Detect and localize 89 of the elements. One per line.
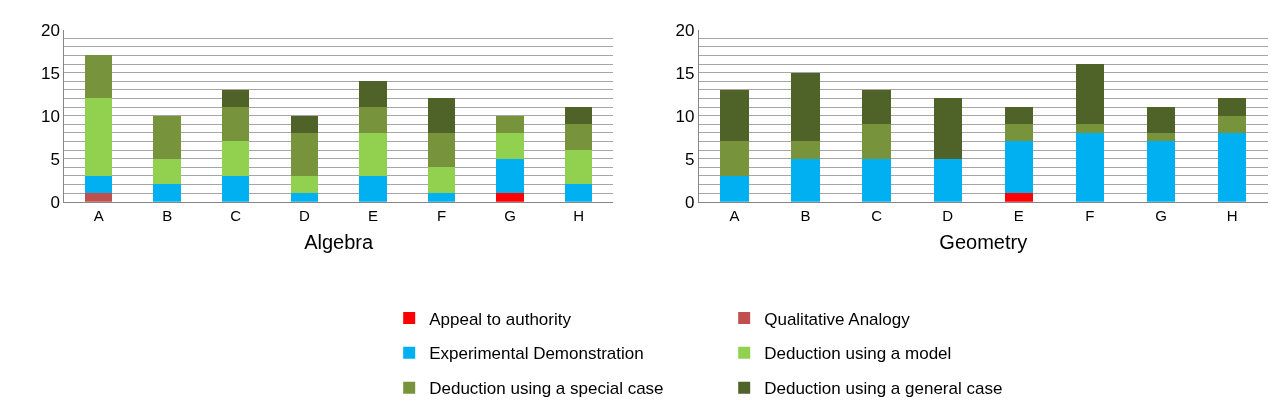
y-tick-label: 0 bbox=[50, 192, 60, 212]
x-tick-label: C bbox=[230, 206, 242, 224]
bar bbox=[84, 193, 113, 202]
y-tick-label: 10 bbox=[41, 106, 60, 126]
bar bbox=[359, 175, 387, 202]
legend-label: Deduction using a special case bbox=[429, 379, 664, 399]
x-axis-title: Geometry bbox=[939, 231, 1028, 254]
bar bbox=[496, 158, 524, 194]
bar bbox=[427, 98, 456, 133]
x-tick-label: F bbox=[436, 206, 447, 224]
bar bbox=[1146, 132, 1176, 142]
x-tick-label: F bbox=[1085, 206, 1095, 224]
legend-label: Deduction using a model bbox=[764, 344, 952, 364]
bar bbox=[791, 141, 820, 159]
bar bbox=[720, 141, 749, 176]
bar bbox=[791, 158, 820, 202]
x-tick-label: E bbox=[1013, 206, 1024, 224]
x-tick-label: G bbox=[504, 206, 516, 224]
bar bbox=[222, 175, 250, 202]
bar bbox=[1075, 64, 1105, 125]
bar bbox=[153, 158, 181, 185]
x-tick-label: D bbox=[942, 206, 954, 224]
bar bbox=[1217, 98, 1247, 116]
x-tick-label: A bbox=[729, 206, 740, 224]
y-tick-label: 15 bbox=[675, 63, 695, 83]
bar bbox=[720, 89, 749, 142]
x-tick-label: A bbox=[93, 206, 104, 224]
x-axis-title: Algebra bbox=[304, 231, 374, 254]
x-tick-label: H bbox=[573, 206, 585, 224]
y-tick-label: 15 bbox=[41, 63, 60, 83]
y-tick-label: 20 bbox=[41, 20, 60, 40]
x-tick-label: C bbox=[871, 206, 883, 224]
bar bbox=[862, 124, 891, 159]
bar bbox=[222, 107, 250, 142]
x-tick-label: B bbox=[800, 206, 811, 224]
bar bbox=[933, 98, 962, 159]
y-tick-label: 5 bbox=[50, 149, 60, 169]
bar bbox=[564, 184, 593, 202]
bar bbox=[564, 107, 593, 125]
bar bbox=[222, 89, 250, 108]
bar bbox=[496, 115, 524, 133]
x-tick-label: E bbox=[367, 206, 378, 224]
bar bbox=[359, 107, 387, 133]
bar bbox=[1217, 132, 1247, 202]
bar bbox=[427, 193, 456, 202]
bar bbox=[496, 132, 524, 159]
x-tick-label: B bbox=[162, 206, 173, 224]
y-tick-label: 5 bbox=[685, 149, 695, 169]
bar bbox=[1004, 107, 1034, 125]
bar bbox=[496, 193, 524, 202]
bar bbox=[359, 132, 387, 176]
bar bbox=[84, 98, 113, 176]
bar bbox=[427, 167, 456, 194]
legend-label: Appeal to authority bbox=[429, 309, 572, 329]
bar bbox=[359, 81, 387, 108]
legend-label: Qualitative Analogy bbox=[764, 309, 911, 329]
bar bbox=[862, 158, 891, 202]
bar bbox=[564, 124, 593, 151]
y-tick-label: 0 bbox=[685, 192, 695, 212]
bar bbox=[1075, 132, 1105, 202]
x-tick-label: H bbox=[1226, 206, 1238, 224]
bar bbox=[933, 158, 962, 202]
bar bbox=[1075, 124, 1105, 133]
bar bbox=[290, 175, 319, 194]
bar bbox=[564, 150, 593, 185]
bar bbox=[720, 175, 749, 202]
x-tick-label: G bbox=[1155, 206, 1167, 224]
bar bbox=[1217, 115, 1247, 133]
bar bbox=[84, 55, 113, 99]
bar bbox=[290, 193, 319, 202]
bar bbox=[862, 89, 891, 125]
bar bbox=[1004, 193, 1034, 202]
bar bbox=[222, 141, 250, 176]
y-tick-label: 10 bbox=[675, 106, 695, 126]
bar bbox=[427, 132, 456, 168]
bar bbox=[290, 132, 319, 176]
bar bbox=[290, 115, 319, 133]
bar bbox=[1146, 107, 1176, 133]
bar bbox=[1146, 141, 1176, 202]
x-tick-label: D bbox=[298, 206, 310, 224]
legend-label: Experimental Demonstration bbox=[429, 344, 644, 364]
bar bbox=[791, 72, 820, 142]
bar bbox=[84, 175, 113, 194]
legend-label: Deduction using a general case bbox=[764, 379, 1003, 399]
bar bbox=[1004, 141, 1034, 194]
y-tick-label: 20 bbox=[675, 20, 695, 40]
bar bbox=[1004, 124, 1034, 142]
bar bbox=[153, 184, 181, 202]
bar bbox=[153, 115, 181, 159]
